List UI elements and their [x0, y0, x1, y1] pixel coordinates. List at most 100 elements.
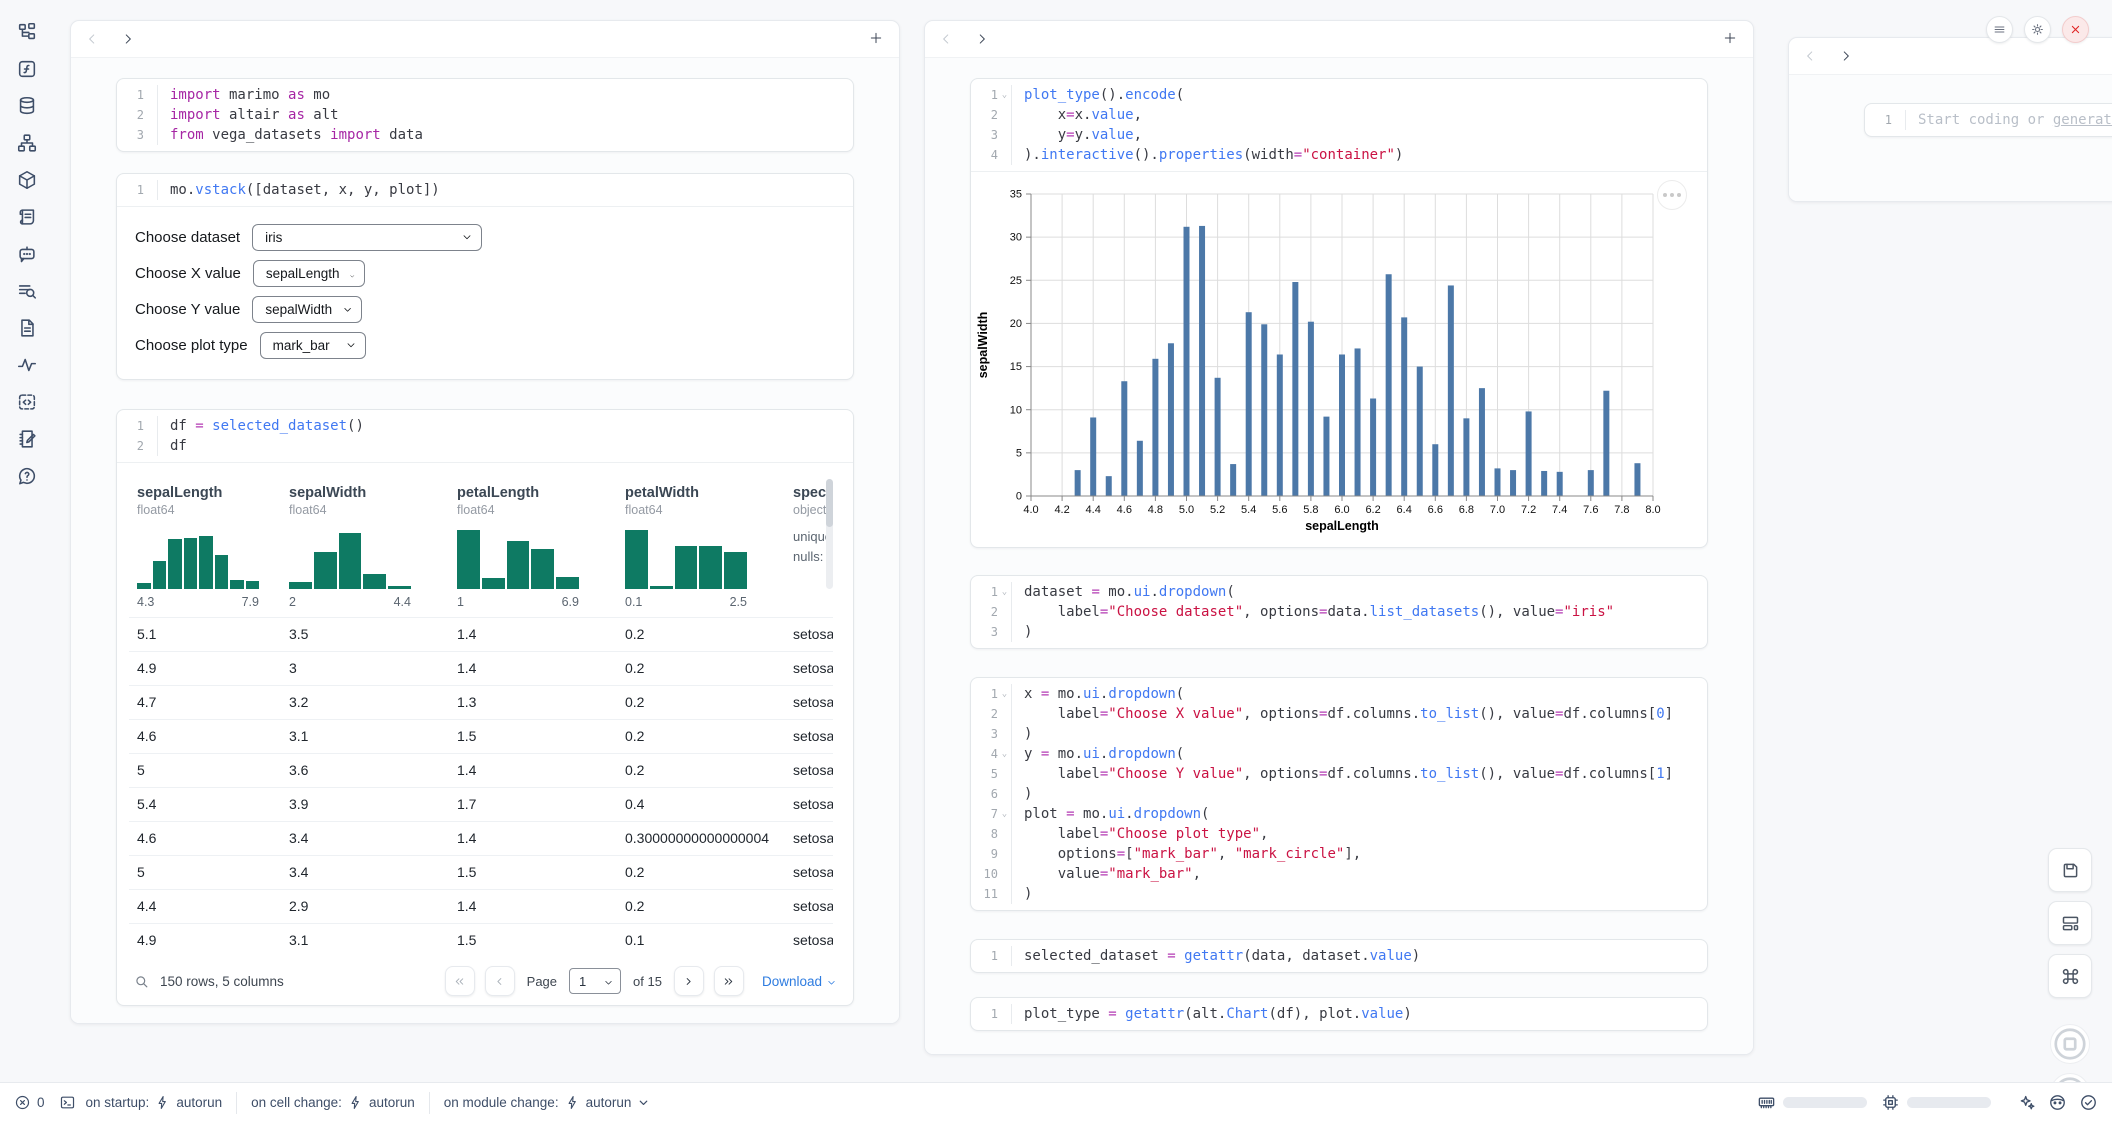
- code-editor-xyplot[interactable]: 1⌄x = mo.ui.dropdown(2 label="Choose X v…: [971, 678, 1707, 910]
- code-editor-imports[interactable]: 1import marimo as mo2import altair as al…: [117, 79, 853, 151]
- chevron-left-icon[interactable]: [85, 32, 99, 46]
- svg-text:8.0: 8.0: [1645, 504, 1660, 516]
- code-editor-plottype[interactable]: 1plot_type = getattr(alt.Chart(df), plot…: [971, 998, 1707, 1030]
- code-line: 2 x=x.value,: [975, 105, 1697, 125]
- table-row: 53.61.40.2setosa: [129, 753, 833, 787]
- chevron-right-icon[interactable]: [975, 32, 989, 46]
- snippets-icon[interactable]: [15, 390, 39, 414]
- chart-menu-button[interactable]: [1657, 180, 1687, 210]
- table-cell: setosa: [785, 890, 833, 923]
- help-icon[interactable]: [15, 464, 39, 488]
- svg-text:30: 30: [1010, 232, 1022, 244]
- tracing-icon[interactable]: [15, 353, 39, 377]
- table-cell: 5.4: [129, 788, 281, 821]
- function-icon[interactable]: [15, 57, 39, 81]
- svg-text:35: 35: [1010, 189, 1022, 201]
- documentation-icon[interactable]: [15, 316, 39, 340]
- settings-button[interactable]: [2024, 16, 2051, 43]
- table-cell: 3.1: [281, 720, 449, 753]
- notebook-column-2: 1⌄plot_type().encode(2 x=x.value,3 y=y.v…: [924, 20, 1754, 1055]
- cell-selected-dataset: 1selected_dataset = getattr(data, datase…: [970, 939, 1708, 973]
- table-scrollbar[interactable]: [826, 479, 833, 589]
- code-editor-selected[interactable]: 1selected_dataset = getattr(data, datase…: [971, 940, 1707, 972]
- variables-icon[interactable]: [15, 131, 39, 155]
- cell-dataframe: 1df = selected_dataset()2df sepalLengthf…: [116, 409, 854, 1006]
- svg-text:0: 0: [1016, 491, 1022, 503]
- add-cell-icon[interactable]: [869, 31, 885, 47]
- database-icon[interactable]: [15, 94, 39, 118]
- code-editor-dataset[interactable]: 1⌄dataset = mo.ui.dropdown(2 label="Choo…: [971, 576, 1707, 648]
- autorun-setting-1[interactable]: on cell change:autorun: [251, 1095, 415, 1110]
- fold-chevron-icon[interactable]: ⌄: [998, 684, 1011, 704]
- download-button[interactable]: Download: [762, 974, 837, 989]
- search-icon[interactable]: [133, 973, 150, 990]
- shutdown-button[interactable]: [2062, 16, 2089, 43]
- connection-status-icon[interactable]: [2079, 1093, 2098, 1112]
- notebook-column-3: 1 Start coding or generate with: [1788, 37, 2112, 202]
- chevron-right-icon[interactable]: [1839, 49, 1853, 63]
- autorun-setting-2[interactable]: on module change:autorun: [444, 1095, 651, 1110]
- bar-chart[interactable]: 051015202530354.04.24.44.64.85.05.25.45.…: [971, 174, 1708, 534]
- fold-chevron-icon[interactable]: ⌄: [998, 582, 1011, 602]
- dropdown-select-0[interactable]: iris: [252, 224, 482, 251]
- table-cell: 3.4: [281, 856, 449, 889]
- dropdown-select-2[interactable]: sepalWidth: [252, 296, 362, 323]
- table-summary: 150 rows, 5 columns: [160, 974, 284, 989]
- menu-button[interactable]: [1986, 16, 2013, 43]
- column-header[interactable]: petalLengthfloat6416.9: [449, 475, 617, 617]
- logs-icon[interactable]: [15, 279, 39, 303]
- errors-indicator[interactable]: 0: [14, 1094, 45, 1111]
- code-editor-empty[interactable]: 1 Start coding or generate with: [1865, 104, 2112, 136]
- shortcuts-button[interactable]: [2048, 954, 2092, 998]
- fold-chevron-icon[interactable]: ⌄: [998, 85, 1011, 105]
- script-icon[interactable]: [15, 205, 39, 229]
- column-header[interactable]: sepalWidthfloat6424.4: [281, 475, 449, 617]
- error-count: 0: [37, 1095, 45, 1110]
- table-cell: 4.6: [129, 822, 281, 855]
- svg-text:6.8: 6.8: [1459, 504, 1474, 516]
- table-cell: 0.2: [617, 652, 785, 685]
- table-cell: setosa: [785, 754, 833, 787]
- control-label: Choose plot type: [135, 337, 248, 354]
- chevron-down-icon: [349, 267, 355, 279]
- dropdown-select-3[interactable]: mark_bar: [260, 332, 366, 359]
- file-tree-icon[interactable]: [15, 20, 39, 44]
- fold-chevron-icon[interactable]: ⌄: [998, 744, 1011, 764]
- ai-chat-icon[interactable]: [15, 242, 39, 266]
- add-cell-icon[interactable]: [1723, 31, 1739, 47]
- stop-button[interactable]: [2050, 1024, 2090, 1064]
- code-editor-df[interactable]: 1df = selected_dataset()2df: [117, 410, 853, 462]
- autorun-setting-0[interactable]: on startup:autorun: [86, 1095, 223, 1110]
- chevron-right-icon[interactable]: [121, 32, 135, 46]
- prev-page-button[interactable]: [485, 966, 515, 996]
- code-editor-plot[interactable]: 1⌄plot_type().encode(2 x=x.value,3 y=y.v…: [971, 79, 1707, 171]
- svg-text:6.0: 6.0: [1334, 504, 1349, 516]
- column-header[interactable]: sepalLengthfloat644.37.9: [129, 475, 281, 617]
- fold-chevron-icon[interactable]: ⌄: [998, 804, 1011, 824]
- page-select[interactable]: 1: [569, 968, 621, 994]
- first-page-button[interactable]: [445, 966, 475, 996]
- table-cell: 3.2: [281, 686, 449, 719]
- table-cell: setosa: [785, 652, 833, 685]
- dropdown-select-1[interactable]: sepalLength: [253, 260, 365, 287]
- svg-text:4.8: 4.8: [1148, 504, 1163, 516]
- chevron-left-icon[interactable]: [1803, 49, 1817, 63]
- code-editor-vstack[interactable]: 1mo.vstack([dataset, x, y, plot]): [117, 174, 853, 206]
- ai-sparkles-icon[interactable]: [2017, 1093, 2036, 1112]
- svg-text:7.2: 7.2: [1521, 504, 1536, 516]
- copilot-icon[interactable]: [2048, 1093, 2067, 1112]
- svg-text:15: 15: [1010, 361, 1022, 373]
- column-header[interactable]: petalWidthfloat640.12.5: [617, 475, 785, 617]
- chevron-left-icon[interactable]: [939, 32, 953, 46]
- save-button[interactable]: [2048, 848, 2092, 892]
- generate-link[interactable]: generate: [2053, 112, 2112, 128]
- table-cell: 0.4: [617, 788, 785, 821]
- terminal-button[interactable]: [59, 1094, 76, 1111]
- table-cell: 0.2: [617, 754, 785, 787]
- layout-button[interactable]: [2048, 901, 2092, 945]
- packages-icon[interactable]: [15, 168, 39, 192]
- code-line: 10 value="mark_bar",: [975, 864, 1697, 884]
- last-page-button[interactable]: [714, 966, 744, 996]
- next-page-button[interactable]: [674, 966, 704, 996]
- scratchpad-icon[interactable]: [15, 427, 39, 451]
